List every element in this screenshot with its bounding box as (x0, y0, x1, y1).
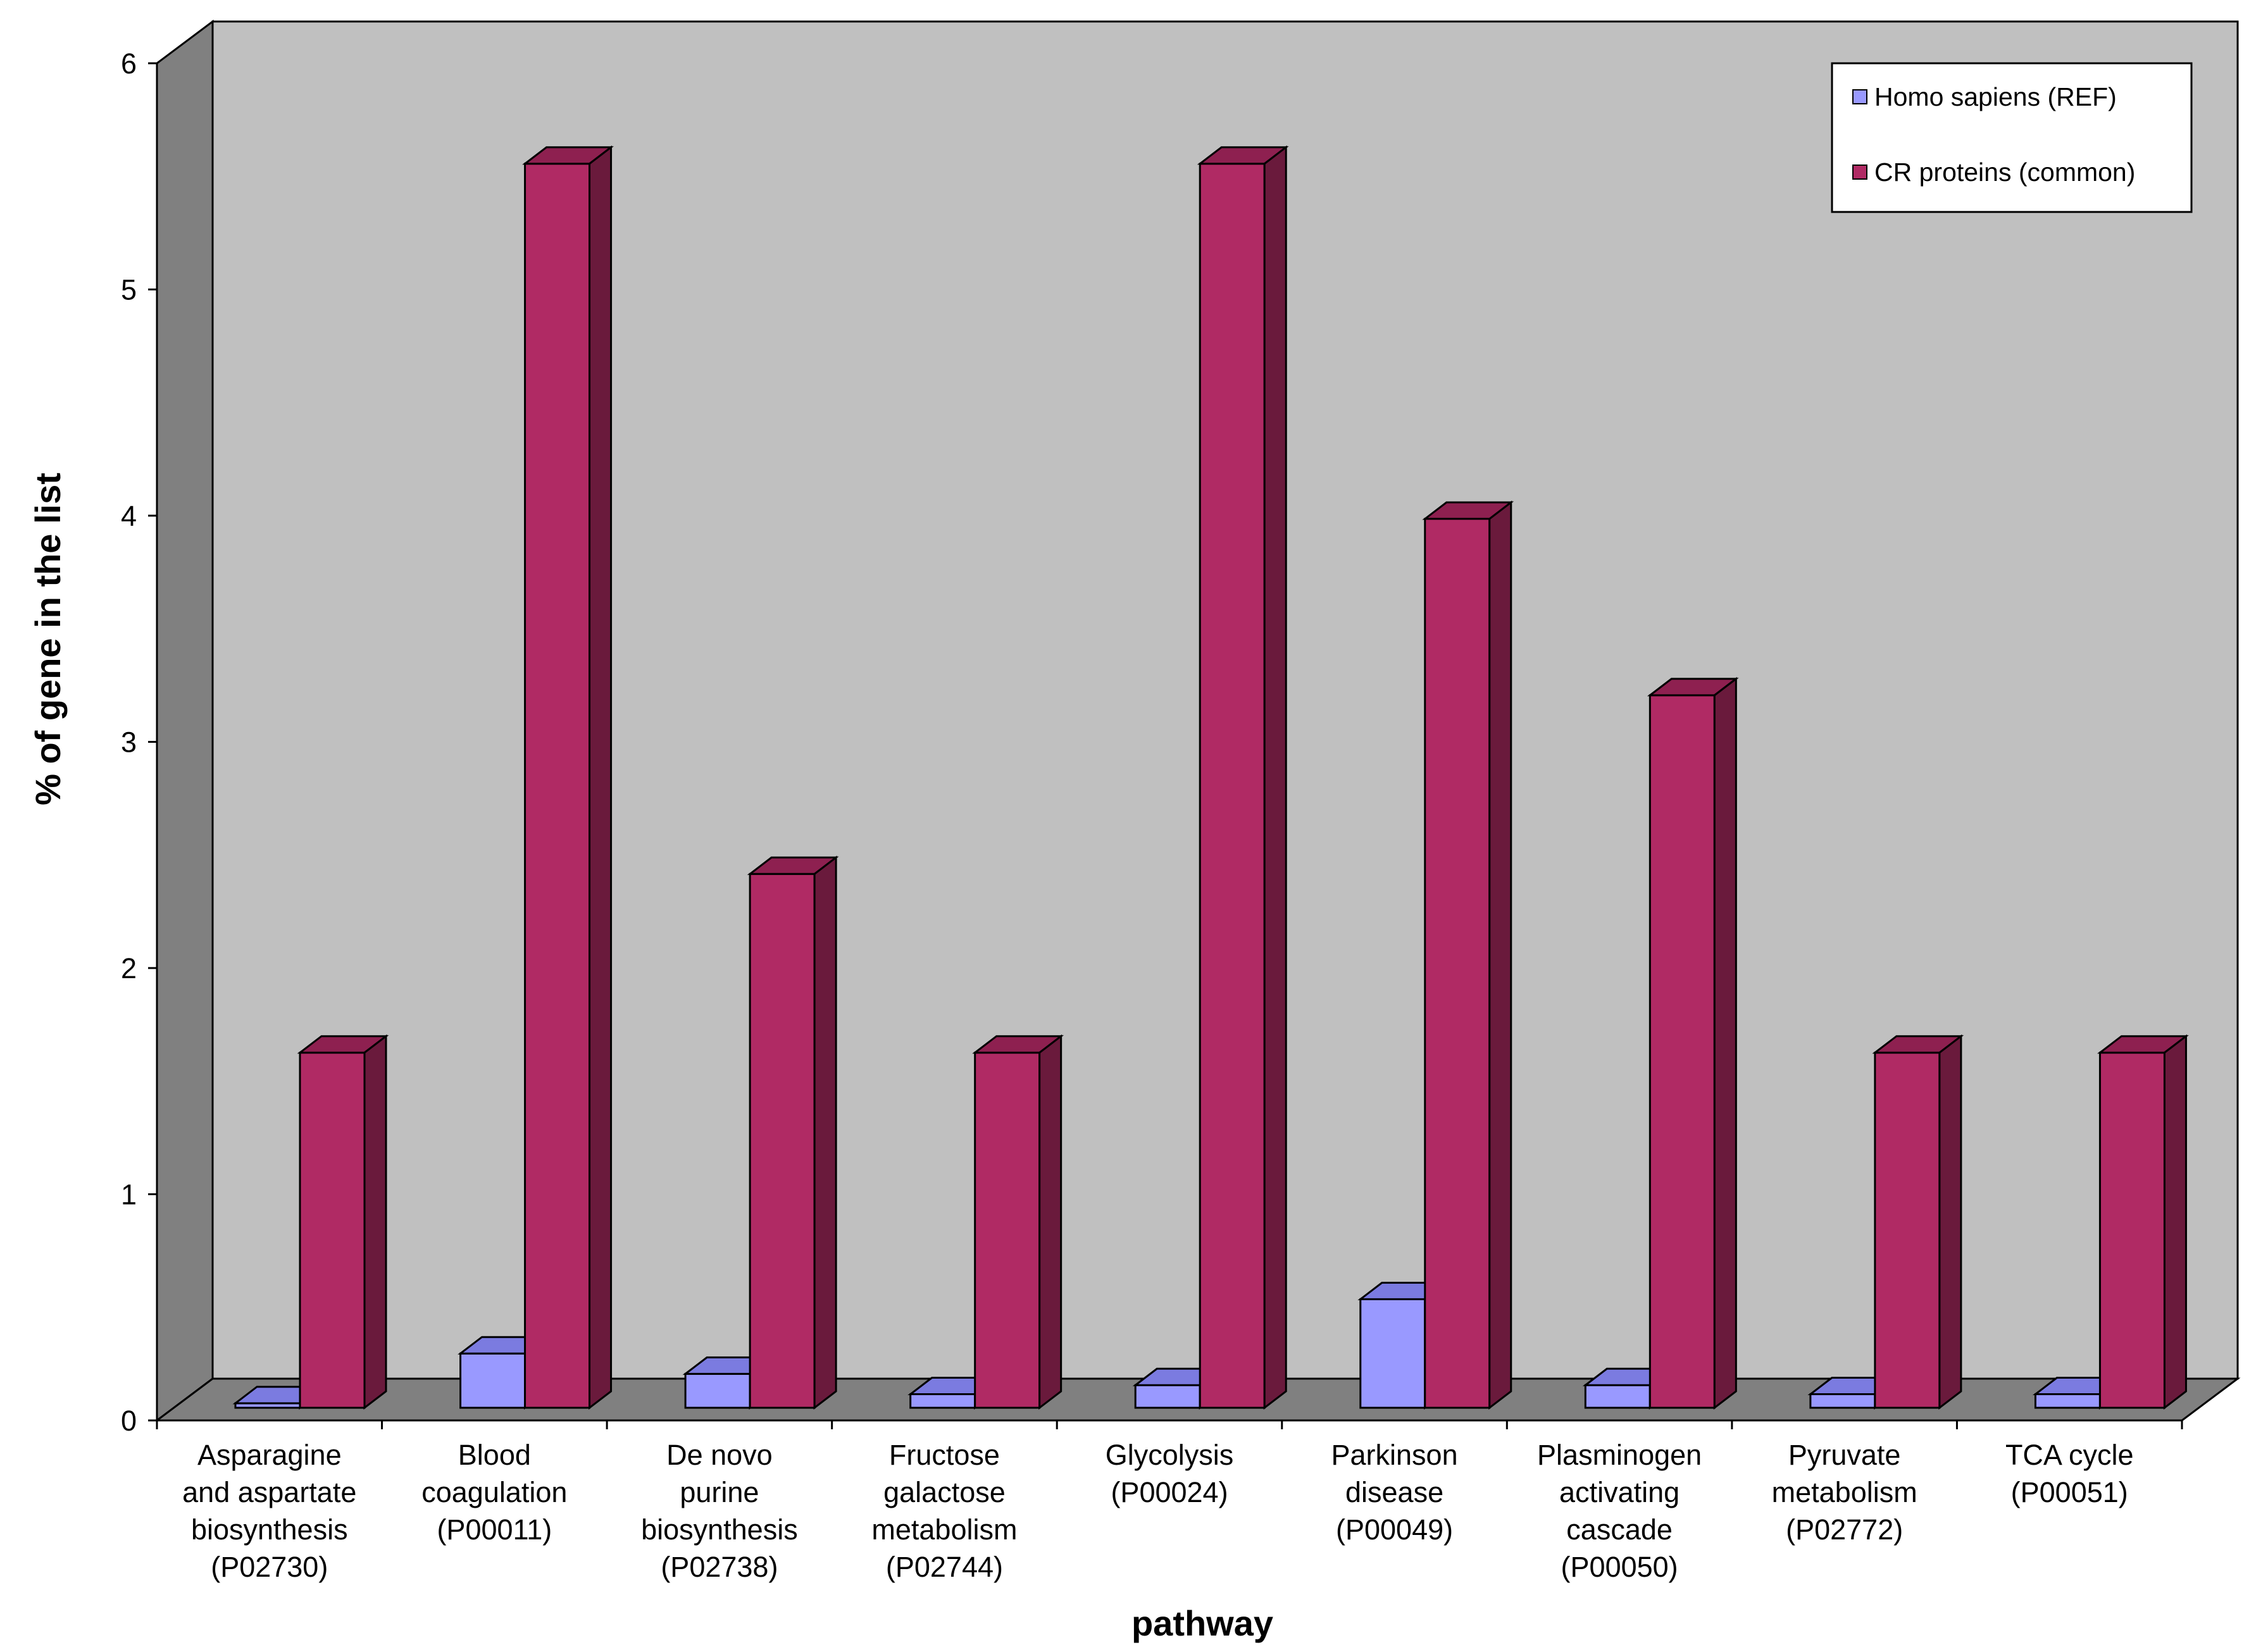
y-tick-label: 2 (121, 952, 137, 984)
x-category-label: Asparagine and aspartate biosynthesis (P027… (182, 1439, 356, 1583)
bar-cr-proteins (297, 1034, 389, 1410)
bar-cr-proteins (2097, 1034, 2189, 1410)
x-category-label: De novo purine biosynthesis (P02738) (641, 1439, 798, 1583)
side-wall (156, 20, 214, 1422)
bar-cr-proteins (1872, 1034, 1964, 1410)
bar-front (909, 1393, 976, 1409)
bar-side (589, 145, 613, 1410)
bar-front (1134, 1384, 1201, 1409)
x-category-label: Pyruvate metabolism (P02772) (1772, 1439, 1917, 1546)
legend: Homo sapiens (REF) CR proteins (common) (1831, 62, 2193, 213)
bar-front (1584, 1384, 1651, 1409)
bar-side (1488, 500, 1512, 1410)
bar-side (363, 1034, 387, 1410)
bar-front (1874, 1052, 1941, 1409)
bar-side (1713, 676, 1737, 1410)
x-category-label: Glycolysis (P00024) (1106, 1439, 1234, 1508)
bar-side (1263, 145, 1287, 1410)
bar-side (1938, 1034, 1962, 1410)
legend-swatch-cr-proteins (1852, 165, 1867, 180)
bar-front (1648, 694, 1716, 1409)
legend-label-cr-proteins: CR proteins (common) (1874, 158, 2135, 187)
legend-box (1831, 62, 2193, 213)
y-tick-label: 3 (121, 726, 137, 759)
x-category-label: Blood coagulation (P00011) (421, 1439, 567, 1546)
bar-front (1424, 518, 1491, 1409)
bar-front (459, 1352, 527, 1409)
y-tick-label: 4 (121, 500, 137, 532)
bar-front (1809, 1393, 1876, 1409)
bar-front (2034, 1393, 2101, 1409)
bar-cr-proteins (522, 145, 614, 1410)
bar-front (684, 1372, 751, 1409)
bar-cr-proteins (972, 1034, 1064, 1410)
bar-cr-proteins (1647, 676, 1739, 1410)
bar-cr-proteins (1197, 145, 1289, 1410)
y-axis-title: % of gene in the list (28, 473, 68, 805)
y-tick-label: 1 (121, 1179, 137, 1211)
bar-front (299, 1052, 366, 1409)
y-tick-label: 5 (121, 274, 137, 306)
bar-front (974, 1052, 1041, 1409)
y-tick-label: 6 (121, 47, 137, 80)
bar-front (2098, 1052, 2166, 1409)
bar-front (1199, 163, 1266, 1409)
x-category-label: Fructose galactose metabolism (P02744) (871, 1439, 1017, 1583)
x-axis-title: pathway (1131, 1603, 1273, 1643)
bar-front (749, 873, 816, 1409)
x-axis: Asparagine and aspartate biosynthesis (P027… (156, 1419, 2183, 1583)
x-category-label: TCA cycle (P00051) (2005, 1439, 2134, 1508)
y-tick-label: 0 (121, 1405, 137, 1437)
bar-side (1038, 1034, 1063, 1410)
x-category-label: Parkinson disease (P00049) (1331, 1439, 1458, 1546)
y-axis: 0 1 2 3 4 5 6 (121, 47, 158, 1437)
bar-front (1359, 1298, 1426, 1409)
legend-label-homo-sapiens: Homo sapiens (REF) (1874, 82, 2117, 111)
legend-swatch-homo-sapiens (1852, 89, 1867, 104)
bar-cr-proteins (1422, 500, 1514, 1410)
bar-cr-proteins (747, 855, 839, 1410)
bar-front (524, 163, 591, 1409)
x-category-label: Plasminogen activating cascade (P00050) (1537, 1439, 1702, 1583)
bar-side (2163, 1034, 2187, 1410)
bar-side (813, 855, 837, 1410)
bar-series (232, 145, 2189, 1410)
